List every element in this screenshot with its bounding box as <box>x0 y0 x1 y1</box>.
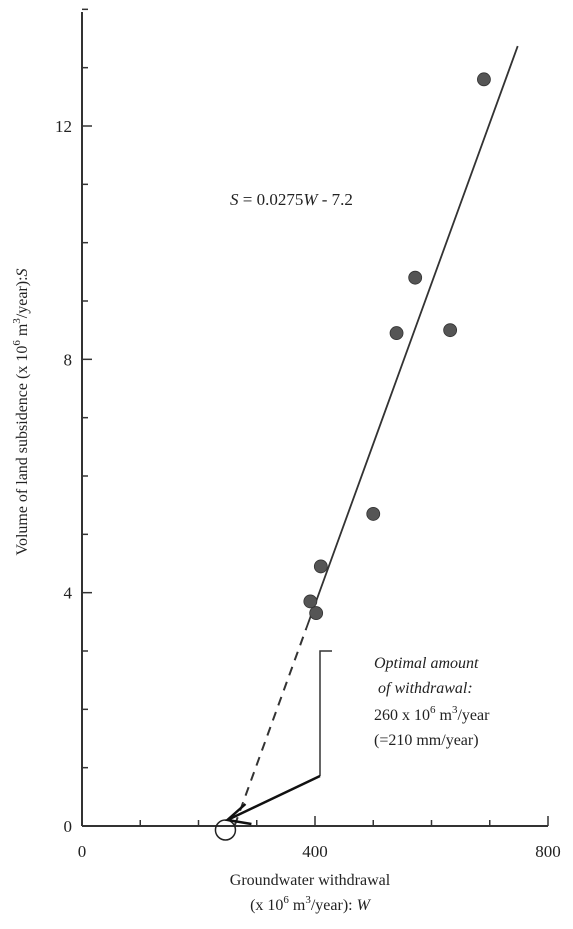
annotation-arrow <box>214 650 332 841</box>
data-point <box>443 323 458 338</box>
x-tick-label: 400 <box>302 842 328 861</box>
axes <box>81 12 548 827</box>
y-tick-label: 4 <box>64 584 73 603</box>
optimal-point-marker <box>214 819 237 841</box>
ticks <box>82 8 549 826</box>
x-axis-title-line-1: Groundwater withdrawal <box>230 872 391 889</box>
annotation-arrow-head <box>224 803 252 826</box>
data-point <box>309 606 324 620</box>
data-point <box>408 270 423 285</box>
x-tick-label: 800 <box>535 842 561 861</box>
annotation-line-1: Optimal amount <box>374 655 479 672</box>
annotation-line-3: 260 x 106 m3/year <box>374 704 490 724</box>
fit-line-group <box>233 45 519 827</box>
fit-line-dashed <box>233 628 308 827</box>
data-point <box>389 326 404 340</box>
y-tick-label: 0 <box>64 817 73 836</box>
data-point <box>366 507 381 521</box>
y-tick-label: 12 <box>55 117 72 136</box>
data-point <box>303 594 318 609</box>
data-point <box>477 72 491 87</box>
data-points <box>303 72 491 620</box>
y-axis-title: Volume of land subsidence (x 106 m3/year… <box>11 268 31 555</box>
annotation-bracket <box>319 650 332 776</box>
fit-line-solid <box>305 45 519 629</box>
tick-labels: 0 400 800 0 4 8 12 <box>55 117 561 861</box>
y-tick-label: 8 <box>64 350 73 369</box>
x-tick-label: 0 <box>78 842 87 861</box>
data-point <box>313 559 328 574</box>
annotation-line-2: of withdrawal: <box>378 680 473 697</box>
x-axis-title-line-2: (x 106 m3/year): W <box>250 894 372 914</box>
annotation-line-4: (=210 mm/year) <box>374 732 479 749</box>
annotation-text: Optimal amount of withdrawal: 260 x 106 … <box>374 655 490 749</box>
equation-label: S = 0.0275W - 7.2 <box>230 190 353 209</box>
annotation-arrow-shaft <box>226 774 321 822</box>
